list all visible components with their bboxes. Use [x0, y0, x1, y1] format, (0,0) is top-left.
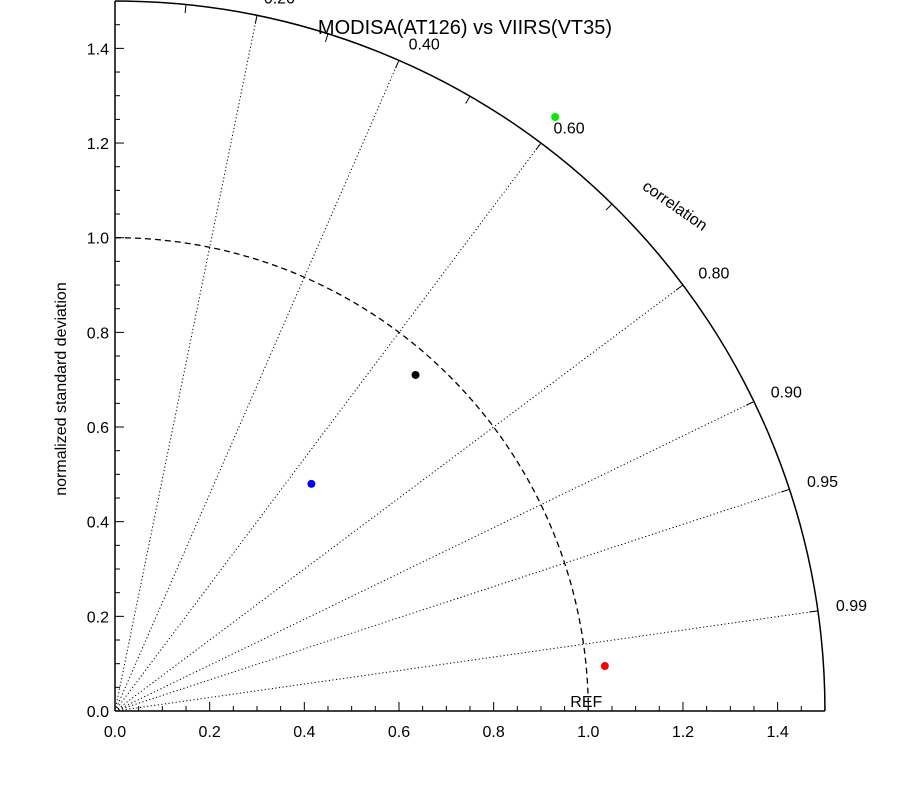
- correlation-tick-mark-9: [781, 488, 790, 493]
- correlation-tick-mark-10: [809, 610, 818, 613]
- correlation-tick-mark-1: [254, 15, 258, 24]
- correlation-tick-mark-0: [184, 4, 187, 14]
- axis-layer: [114, 0, 826, 712]
- x-tick-label-7: 1.4: [766, 724, 788, 741]
- y-tick-label-4: 0.8: [87, 325, 109, 342]
- tick-label-layer: 0.0 0.2 0.4 0.6 0.8 1.0 1.2 1.4 0.0 0.2 0.4 0.6 0.8 1…: [87, 0, 867, 741]
- correlation-label-1: 0.40: [409, 36, 440, 53]
- y-tick-label-6: 1.2: [87, 136, 109, 153]
- correlation-label-4: 0.90: [771, 384, 802, 401]
- x-tick-label-6: 1.2: [672, 724, 694, 741]
- y-tick-label-7: 1.4: [87, 41, 109, 58]
- correlation-tick-mark-6: [605, 203, 613, 211]
- y-tick-label-0: 0.0: [87, 704, 109, 721]
- y-tick-label-3: 0.6: [87, 420, 109, 437]
- outer-arc: [114, 0, 826, 712]
- data-point-layer: [307, 113, 609, 671]
- correlation-ray-2: [114, 142, 542, 712]
- x-tick-label-4: 0.8: [483, 724, 505, 741]
- correlation-ray-0: [114, 15, 258, 712]
- correlation-ray-4: [114, 401, 755, 712]
- x-tick-label-1: 0.2: [199, 724, 221, 741]
- correlation-ray-3: [114, 284, 684, 712]
- data-point-3: [600, 662, 609, 671]
- y-axis-label: normalized standard deviation: [53, 282, 70, 495]
- y-tick-label-2: 0.4: [87, 515, 109, 532]
- grid-layer: [114, 15, 818, 712]
- data-point-0: [551, 113, 560, 122]
- x-tick-label-0: 0.0: [104, 724, 126, 741]
- correlation-tick-mark-7: [675, 284, 684, 291]
- x-tick-label-2: 0.4: [293, 724, 315, 741]
- correlation-label-6: 0.99: [836, 598, 867, 615]
- y-tick-label-5: 1.0: [87, 231, 109, 248]
- correlation-ray-1: [114, 60, 400, 712]
- x-tick-label-5: 1.0: [577, 724, 599, 741]
- correlation-tick-mark-3: [395, 60, 400, 69]
- y-tick-label-1: 0.2: [87, 609, 109, 626]
- correlation-tick-mark-4: [465, 95, 471, 104]
- correlation-tick-mark-8: [746, 401, 755, 406]
- data-point-2: [307, 479, 316, 488]
- correlation-label-2: 0.60: [553, 121, 584, 138]
- correlation-tick-mark-2: [324, 33, 329, 43]
- correlation-label-3: 0.80: [698, 266, 729, 283]
- correlation-label-5: 0.95: [807, 474, 838, 491]
- reference-std-arc: [114, 237, 589, 712]
- data-point-1: [411, 370, 420, 379]
- correlation-arc-label: correlation: [639, 178, 710, 235]
- x-tick-label-3: 0.6: [388, 724, 410, 741]
- reference-label: REF: [570, 694, 602, 711]
- correlation-ray-5: [114, 488, 790, 712]
- chart-title: MODISA(AT126) vs VIIRS(VT35): [318, 17, 612, 39]
- correlation-label-0: 0.20: [264, 0, 295, 7]
- correlation-tick-mark-5: [535, 142, 542, 151]
- correlation-ray-6: [114, 610, 818, 712]
